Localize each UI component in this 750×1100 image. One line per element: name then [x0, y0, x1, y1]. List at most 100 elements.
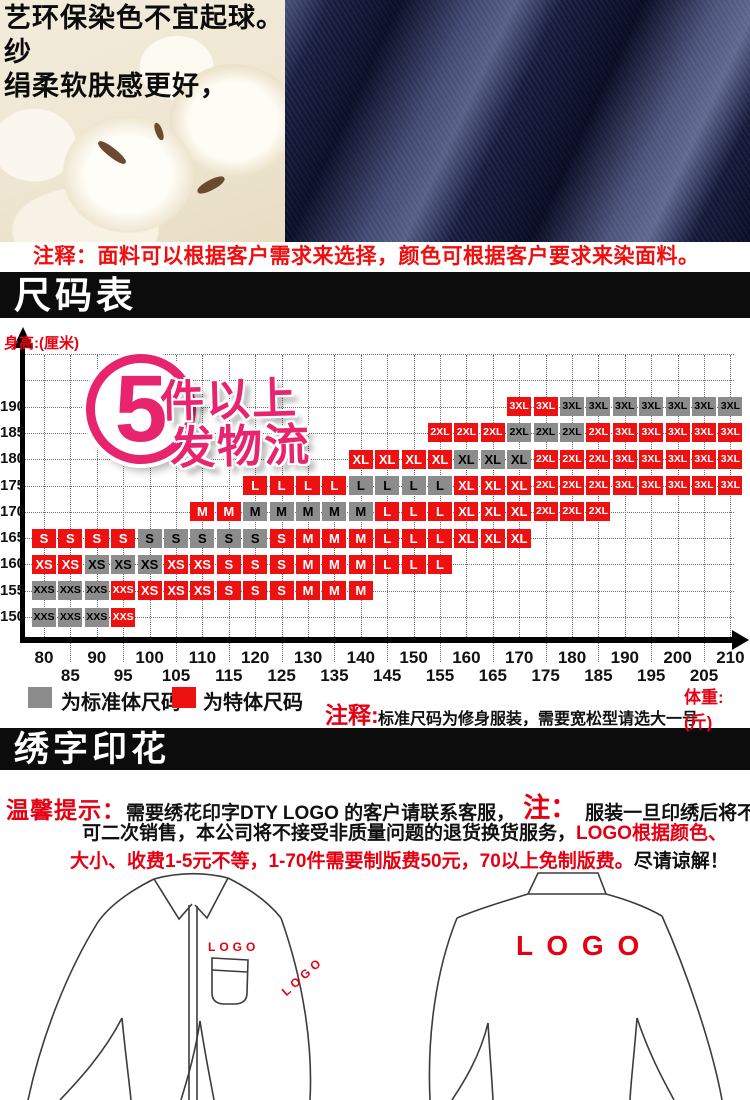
tips-l2-black: 可二次销售，本公司将不接受非质量问题的退货换货服务， [82, 823, 577, 844]
y-axis-title: 身高:(厘米) [4, 335, 79, 352]
x-tick-label: 85 [60, 666, 80, 685]
y-tick-label: 160 [0, 555, 26, 573]
grid-line-v [308, 355, 309, 637]
size-cell: M [243, 502, 268, 522]
size-cell: S [269, 554, 294, 574]
size-cell: XS [164, 581, 188, 601]
size-cell: XXS [111, 581, 136, 601]
grid-line-v [598, 355, 600, 637]
grid-line-v [413, 355, 415, 637]
x-tick-label: 205 [689, 666, 719, 685]
shirt-back-drawing: L O G O [428, 872, 723, 1100]
grid-line-h [24, 617, 734, 618]
size-cell: M [322, 581, 347, 601]
size-cell: XL [480, 476, 505, 495]
x-tick-label: 195 [637, 666, 666, 685]
tips-l1-black: 需要绣花印字DTY LOGO 的客户请联系客服， [126, 803, 516, 824]
tips-l1-note: 注： [523, 793, 578, 823]
cotton-twig [152, 121, 166, 142]
grid-line-v-stub [704, 642, 705, 662]
x-tick-label: 210 [716, 648, 745, 667]
size-cell: S [269, 528, 294, 548]
grid-line-v-stub [651, 642, 653, 662]
size-cell: XS [84, 554, 109, 574]
size-cell: XXS [84, 581, 109, 601]
size-cell: M [190, 502, 215, 522]
size-cell: M [348, 528, 373, 548]
grid-line-v [255, 355, 257, 637]
size-cell: XL [375, 449, 400, 469]
tips-prefix: 温馨提示： [6, 797, 126, 823]
caption-line-1: 艺环保染色不宜起球。纱 [4, 3, 284, 67]
size-cell: L [375, 528, 400, 548]
size-cell: M [322, 528, 347, 548]
size-cell: 2XL [507, 423, 532, 443]
size-cell: 2XL [586, 476, 611, 495]
back-logo-text: L O G O [516, 930, 642, 961]
legend-label-special: 为特体尺码 [203, 692, 303, 714]
size-cell: S [190, 528, 215, 548]
x-axis-title: 体重:(斤) [684, 688, 724, 732]
grid-line-h [24, 590, 734, 592]
grid-line-v-stub [440, 642, 441, 662]
cotton-twig [95, 138, 129, 167]
tips-line-2: 可二次销售，本公司将不接受非质量问题的退货换货服务， LOGO根据颜色、 [82, 818, 727, 845]
size-cell: 3XL [718, 449, 743, 469]
shirt-front-drawing: LOGO LOGO [27, 872, 327, 1100]
size-cell: XL [401, 449, 426, 469]
size-cell: L [428, 502, 452, 522]
size-cell: XS [111, 554, 136, 574]
size-cell: L [322, 476, 347, 495]
size-cell: 3XL [612, 476, 637, 495]
y-tick-label: 175 [0, 476, 26, 494]
tips-line-1: 温馨提示： 需要绣花印字DTY LOGO 的客户请联系客服， 注： 服装一旦印绣… [6, 786, 750, 825]
size-cell: XXS [58, 607, 83, 627]
size-cell: XL [428, 449, 452, 469]
grid-line-v [440, 355, 441, 637]
grid-line-v [149, 355, 151, 637]
x-tick-label: 110 [188, 648, 217, 667]
size-cell: L [375, 554, 400, 574]
front-chest-logo-text: LOGO [208, 940, 259, 954]
y-axis-line [20, 346, 25, 640]
x-tick-label: 95 [113, 666, 133, 685]
grid-line-v [387, 355, 389, 637]
size-cell: L [401, 476, 426, 495]
size-cell: L [401, 554, 426, 574]
size-cell: S [32, 528, 56, 548]
size-cell: 3XL [718, 397, 743, 417]
size-cell: S [111, 528, 136, 548]
size-cell: M [322, 502, 347, 522]
size-cell: 3XL [692, 449, 716, 469]
size-cell: M [296, 554, 320, 574]
size-cell: S [164, 528, 188, 548]
grid-line-v [466, 355, 468, 637]
y-axis-arrow [13, 327, 33, 348]
x-tick-label: 160 [452, 648, 481, 667]
y-tick-label: 170 [0, 502, 26, 520]
grid-line-v [281, 355, 283, 637]
size-cell: S [58, 528, 83, 548]
navy-fabric-photo [285, 0, 750, 242]
front-sleeve-logo-text: LOGO [279, 954, 327, 999]
size-cell: L [375, 502, 400, 522]
grid-line-v [202, 355, 204, 637]
size-cell: 3XL [639, 449, 664, 469]
tips-line-3: 大小、收费1-5元不等，1-70件需要制版费50元，70以上免制版费。 尽请谅解… [70, 846, 729, 873]
size-cell: 2XL [533, 502, 558, 522]
fabric-note: 注释：面料可以根据客户需求来选择，颜色可根据客户要求来染面料。 [0, 242, 750, 272]
grid-line-v-stub [387, 642, 389, 662]
size-cell: L [243, 476, 268, 495]
grid-line-v [572, 355, 573, 637]
size-chart: 身高:(厘米) 5 件以上 发物流 为标准体尺码 为特体尺码 注释: 标准尺码为… [0, 318, 750, 732]
size-cell: XL [507, 476, 532, 495]
size-cell: S [243, 581, 268, 601]
size-cell: 3XL [612, 397, 637, 417]
size-cell: M [296, 581, 320, 601]
grid-line-v [704, 355, 705, 637]
size-cell: 3XL [507, 397, 532, 417]
size-cell: 3XL [718, 423, 743, 443]
size-cell: 3XL [665, 476, 690, 495]
grid-line-v-stub [545, 642, 547, 662]
size-cell: 2XL [560, 449, 584, 469]
